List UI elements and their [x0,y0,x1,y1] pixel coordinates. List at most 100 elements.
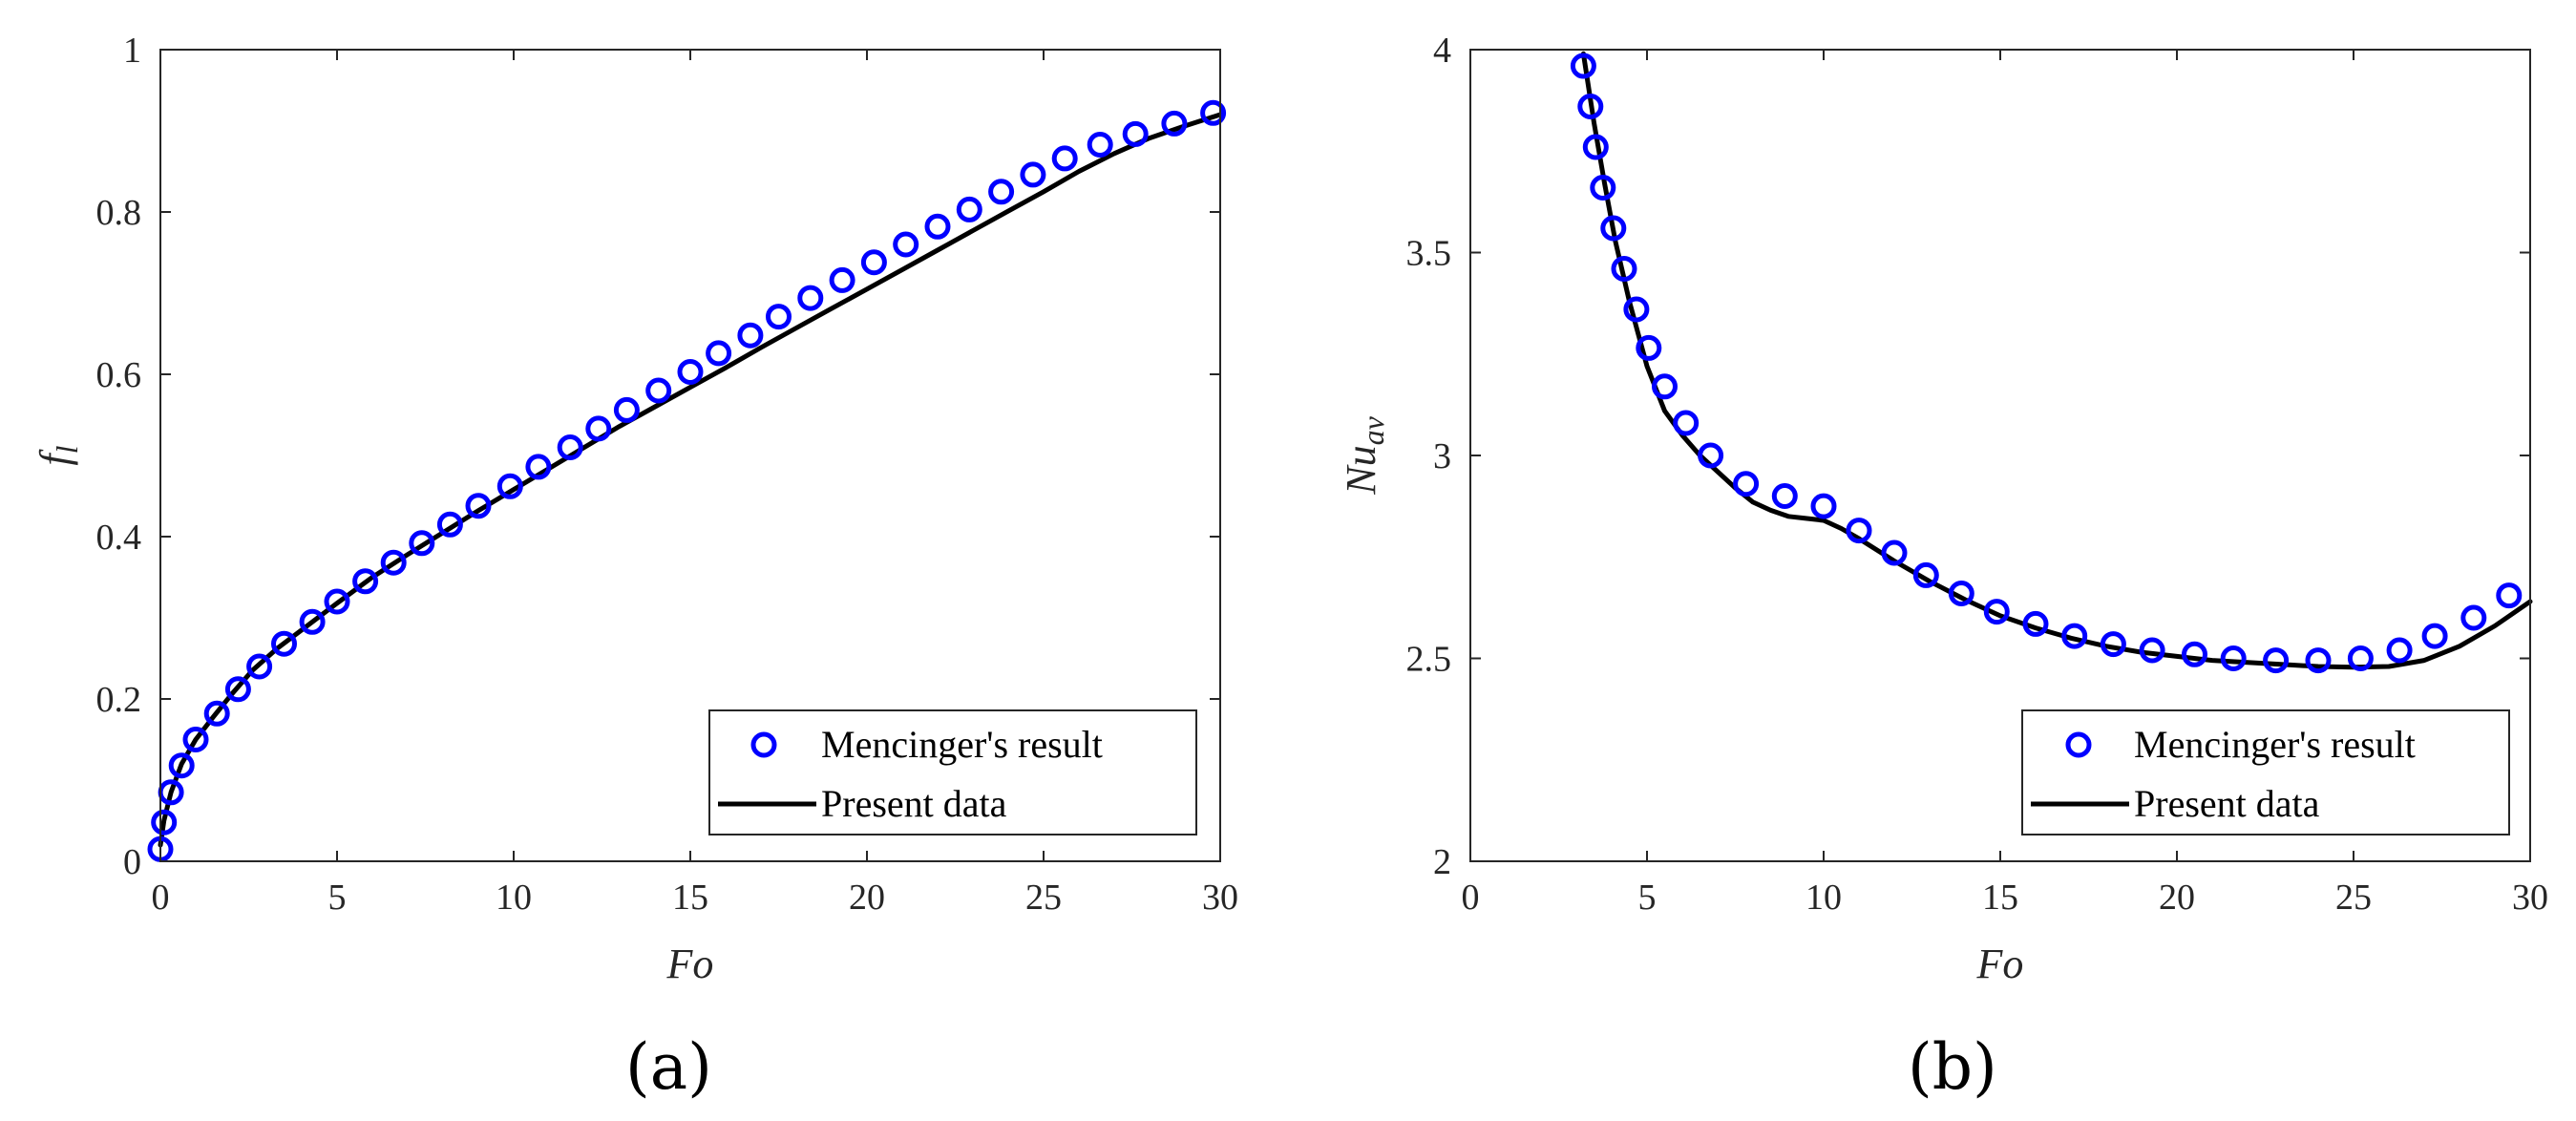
mencinger-point-b-11 [1733,471,1760,497]
mencinger-point-a-29 [893,231,919,258]
svg-text:fl: fl [32,445,84,465]
mencinger-point-a-33 [1020,161,1046,188]
x-axis-label-a: Fo [666,941,714,987]
x-tick-label-a-1: 5 [328,878,347,918]
chart-panel-a: 0 5 10 15 20 25 30 0 0.2 0.4 0.6 0.8 1 Fo fl Mencing… [32,31,1238,1104]
mencinger-point-a-4 [182,727,209,752]
y-tick-label-b-1: 2.5 [1406,640,1452,680]
mencinger-point-b-2 [1582,134,1609,160]
mencinger-point-a-6 [224,676,251,703]
mencinger-point-a-13 [409,530,435,557]
x-tick-label-b-2: 10 [1805,878,1842,918]
mencinger-point-b-0 [1570,53,1596,79]
mencinger-point-b-12 [1771,483,1798,509]
series-mencinger-b [1570,53,2523,674]
x-axis-label-b: Fo [1976,941,2024,987]
mencinger-point-a-14 [436,511,463,538]
x-tick-label-a-0: 0 [152,878,170,918]
mencinger-point-a-3 [168,752,195,779]
mencinger-point-b-18 [1983,599,2010,625]
mencinger-point-b-22 [2139,637,2165,664]
legend-label-mencinger-a: Mencinger's result [821,723,1103,766]
mencinger-point-b-4 [1600,215,1627,242]
mencinger-point-a-27 [829,266,855,293]
x-tick-label-a-2: 10 [496,878,532,918]
y-axis-label-sub-a: l [50,445,84,454]
mencinger-point-b-17 [1948,581,1974,606]
mencinger-point-a-35 [1087,132,1113,158]
mencinger-point-b-28 [2386,637,2413,664]
y-axis-label-a: fl [32,445,84,465]
legend-label-present-a: Present data [821,782,1007,825]
mencinger-point-a-17 [525,454,552,480]
y-tick-label-b-0: 2 [1433,842,1451,882]
mencinger-point-a-1 [151,809,178,835]
mencinger-point-b-20 [2061,623,2088,649]
y-tick-label-a-4: 0.8 [96,193,142,233]
mencinger-point-a-8 [271,630,297,657]
y-axis-label-main-b: Nu [1338,445,1384,495]
legend-label-present-b: Present data [2134,782,2320,825]
mencinger-point-b-8 [1652,373,1678,400]
mencinger-point-b-30 [2460,604,2487,631]
legend-b: Mencinger's result Present data [2021,709,2510,835]
mencinger-point-b-13 [1810,493,1837,519]
mencinger-point-a-28 [860,249,887,276]
panel-label-b: (b) [1908,1030,1997,1104]
y-tick-label-b-3: 3.5 [1406,234,1452,274]
x-tick-label-b-3: 15 [1982,878,2018,918]
legend-marker-mencinger-a [750,731,777,758]
mencinger-point-a-7 [246,653,273,680]
chart-panel-b: 0 5 10 15 20 25 30 2 2.5 3 3.5 4 Fo Nuav Mencinger'… [1338,31,2548,1104]
mencinger-point-a-21 [645,377,672,404]
mencinger-point-b-21 [2100,631,2126,658]
x-tick-label-b-0: 0 [1462,878,1480,918]
mencinger-point-a-25 [766,304,792,330]
x-tick-label-b-5: 25 [2335,878,2372,918]
x-tick-label-a-5: 25 [1025,878,1062,918]
mencinger-point-a-24 [737,322,764,349]
mencinger-point-a-36 [1122,120,1149,147]
mencinger-point-a-10 [324,588,350,615]
mencinger-point-b-26 [2305,647,2332,674]
axis-ticks-b: 0 5 10 15 20 25 30 2 2.5 3 3.5 4 [1406,31,2549,918]
mencinger-point-a-26 [797,285,824,311]
y-tick-label-a-2: 0.4 [96,518,142,558]
x-tick-label-a-4: 20 [849,878,885,918]
mencinger-point-a-9 [299,608,326,635]
x-tick-label-a-3: 15 [672,878,708,918]
axes-box-b [1469,49,2531,862]
mencinger-point-a-30 [924,213,951,240]
mencinger-point-b-24 [2220,645,2247,671]
legend-box-a [708,709,1197,835]
mencinger-point-a-20 [613,396,640,423]
mencinger-point-b-14 [1846,518,1872,544]
legend-marker-mencinger-b [2065,731,2092,758]
y-tick-label-a-5: 1 [123,31,141,71]
mencinger-point-b-5 [1611,256,1637,282]
mencinger-point-a-32 [988,179,1015,205]
mencinger-point-b-6 [1623,296,1650,323]
mencinger-point-a-15 [465,493,492,519]
mencinger-point-a-34 [1051,145,1078,172]
mencinger-point-b-1 [1577,94,1604,119]
mencinger-point-b-7 [1636,334,1662,361]
mencinger-point-b-9 [1673,410,1700,436]
y-tick-label-a-1: 0.2 [96,680,142,720]
mencinger-point-a-38 [1200,99,1227,126]
mencinger-point-b-29 [2421,623,2448,649]
mencinger-point-b-10 [1698,442,1724,469]
mencinger-point-a-5 [203,700,230,727]
svg-text:Nuav: Nuav [1338,415,1390,495]
axis-ticks-a: 0 5 10 15 20 25 30 0 0.2 0.4 0.6 0.8 1 [96,31,1239,918]
mencinger-point-b-15 [1881,539,1908,566]
x-tick-label-b-4: 20 [2159,878,2195,918]
mencinger-point-b-16 [1912,561,1939,588]
mencinger-point-b-27 [2347,645,2374,671]
legend-a: Mencinger's result Present data [708,709,1197,835]
mencinger-point-a-11 [352,568,379,595]
y-axis-label-b: Nuav [1338,415,1390,495]
mencinger-point-a-12 [380,549,407,576]
mencinger-point-a-31 [956,196,982,222]
